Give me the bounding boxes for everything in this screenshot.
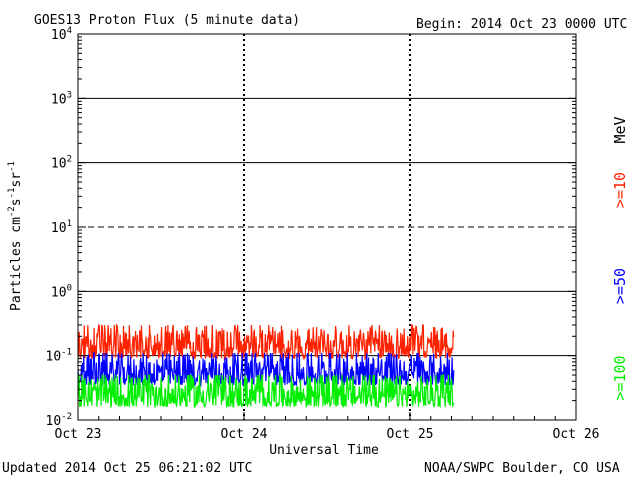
credit: NOAA/SWPC Boulder, CO USA (424, 461, 620, 476)
x-tick-label: Oct 23 (55, 427, 102, 442)
y-axis-label: Particles cm-2s-1sr-1 (7, 161, 24, 311)
x-tick-label: Oct 26 (553, 427, 600, 442)
x-axis-label: Universal Time (269, 443, 379, 458)
unit-label: MeV (611, 116, 629, 143)
y-tick-label: 101 (51, 219, 72, 236)
series-line (77, 352, 455, 388)
updated-time: Updated 2014 Oct 25 06:21:02 UTC (2, 461, 252, 476)
y-tick-label: 10-2 (46, 412, 73, 429)
y-tick-label: 104 (51, 26, 72, 43)
x-tick-label: Oct 24 (221, 427, 268, 442)
y-tick-label: 102 (51, 155, 72, 172)
x-tick-label: Oct 25 (387, 427, 434, 442)
x-axis-ticks: Oct 23 Oct 24 Oct 25 Oct 26 (55, 427, 600, 442)
series-layer (77, 323, 455, 409)
legend-label: >=100 (611, 355, 629, 400)
begin-time: Begin: 2014 Oct 23 0000 UTC (416, 17, 627, 32)
plot-area (78, 34, 576, 420)
series-line (77, 373, 455, 409)
legend-label: >=10 (611, 172, 629, 208)
series-line (77, 323, 455, 361)
chart-title: GOES13 Proton Flux (5 minute data) (34, 13, 300, 28)
legend: >=10 >=50 >=100 (611, 172, 629, 401)
y-axis-ticks: 10-2 10-1 100 101 102 103 104 (46, 26, 73, 429)
legend-label: >=50 (611, 268, 629, 304)
y-tick-label: 100 (51, 283, 72, 300)
y-tick-label: 103 (51, 90, 72, 107)
y-tick-label: 10-1 (46, 348, 73, 365)
plot-frame (77, 33, 577, 421)
